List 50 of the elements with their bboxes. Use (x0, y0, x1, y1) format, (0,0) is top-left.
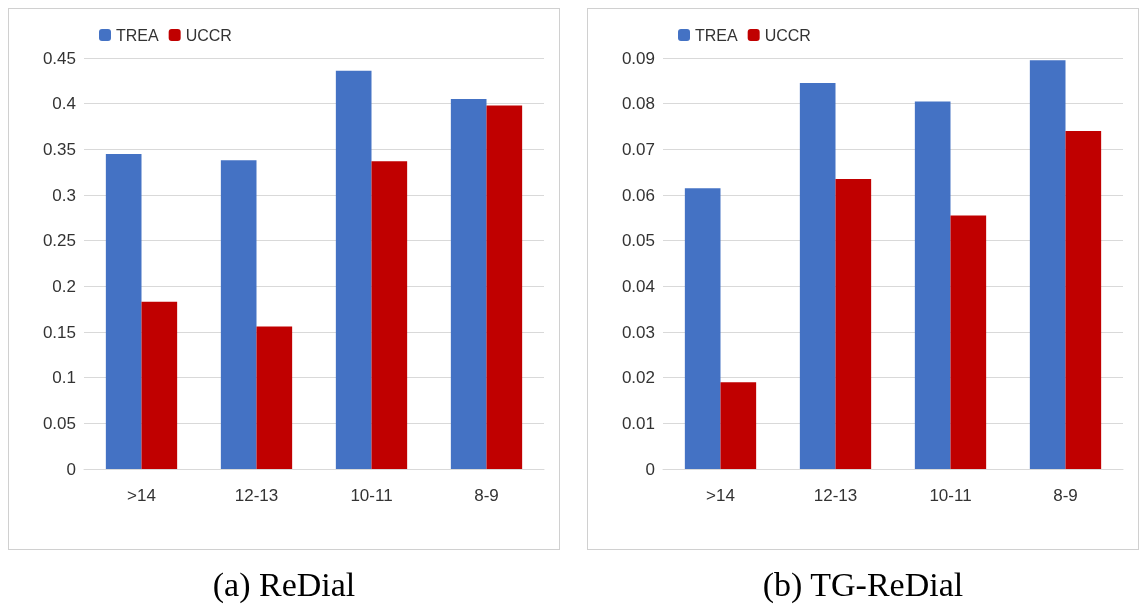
legend-label: UCCR (185, 26, 232, 44)
legend-label: TREA (695, 26, 738, 44)
x-tick-label: 10-11 (350, 486, 393, 505)
y-tick-label: 0.01 (621, 413, 655, 433)
bar (684, 188, 721, 469)
y-tick-label: 0.05 (42, 413, 76, 433)
bar (371, 161, 408, 469)
legend-label: TREA (116, 26, 159, 44)
x-tick-label: 8-9 (1053, 486, 1078, 505)
text: (b) TG-ReDial (762, 565, 964, 604)
y-tick-label: 0.1 (52, 368, 76, 388)
y-tick-label: 0.35 (42, 139, 76, 159)
y-tick-label: 0.09 (621, 48, 655, 68)
x-tick-label: 12-13 (234, 486, 279, 505)
y-tick-label: 0.04 (621, 276, 655, 296)
y-tick-label: 0 (66, 459, 76, 479)
bar (914, 101, 951, 469)
x-tick-label: 8-9 (474, 486, 499, 505)
bar (835, 179, 872, 469)
y-tick-label: 0.2 (52, 276, 76, 296)
y-tick-label: 0.08 (621, 94, 655, 114)
bar (256, 326, 293, 469)
legend-label: UCCR (764, 26, 811, 44)
bar (220, 160, 257, 469)
y-tick-label: 0 (645, 459, 655, 479)
x-tick-label: 12-13 (813, 486, 858, 505)
text: (a) ReDial (212, 565, 356, 604)
y-tick-label: 0.03 (621, 322, 655, 342)
bar (335, 70, 372, 469)
y-tick-label: 0.25 (42, 231, 76, 251)
bar (720, 382, 757, 469)
y-tick-label: 0.15 (42, 322, 76, 342)
bar (950, 215, 987, 469)
bar (141, 301, 178, 469)
y-tick-label: 0.45 (42, 48, 76, 68)
x-tick-label: >14 (127, 486, 156, 505)
y-tick-label: 0.4 (52, 94, 76, 114)
bar (486, 105, 523, 469)
x-tick-label: 10-11 (929, 486, 972, 505)
bar (1065, 131, 1102, 469)
y-tick-label: 0.05 (621, 231, 655, 251)
bar (1029, 60, 1066, 469)
y-tick-label: 0.07 (621, 139, 655, 159)
y-tick-label: 0.3 (52, 185, 76, 205)
bar (799, 83, 836, 469)
bar (450, 99, 487, 469)
bar (105, 153, 142, 469)
x-tick-label: >14 (706, 486, 735, 505)
y-tick-label: 0.02 (621, 368, 655, 388)
y-tick-label: 0.06 (621, 185, 655, 205)
